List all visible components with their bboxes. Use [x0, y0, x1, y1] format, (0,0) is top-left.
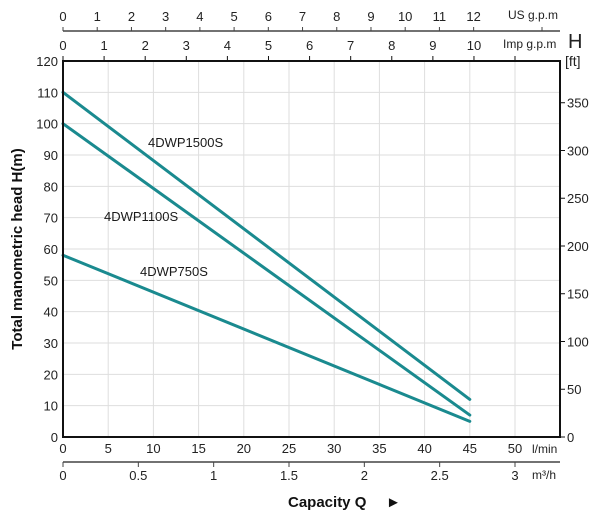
- y-tick-label: 10: [44, 399, 58, 414]
- imp-gpm-tick-label: 8: [388, 38, 395, 53]
- x-tick-label: 45: [463, 441, 477, 456]
- x-tick-label: 10: [146, 441, 160, 456]
- right-axis-unit: [ft]: [565, 53, 581, 69]
- right-tick-label: 0: [567, 430, 574, 445]
- y-tick-label: 40: [44, 305, 58, 320]
- us-gpm-tick-label: 11: [433, 9, 447, 24]
- us-gpm-tick-label: 8: [333, 9, 340, 24]
- m3h-tick-label: 0.5: [129, 468, 147, 483]
- us-gpm-tick-label: 6: [265, 9, 272, 24]
- right-axis-title: H: [568, 31, 582, 53]
- imp-gpm-tick-label: 1: [100, 38, 107, 53]
- series-label-4dwp750s: 4DWP750S: [140, 264, 208, 279]
- m3h-tick-label: 2.5: [431, 468, 449, 483]
- right-tick-label: 350: [567, 96, 589, 111]
- series-line-4dwp1500s: [61, 90, 472, 401]
- m3h-tick-label: 2: [361, 468, 368, 483]
- imp-gpm-tick-label: 9: [429, 38, 436, 53]
- x-tick-label: 0: [59, 441, 66, 456]
- y-tick-label: 70: [44, 211, 58, 226]
- us-gpm-tick-label: 2: [128, 9, 135, 24]
- x-axis-title: Capacity Q: [288, 494, 367, 511]
- x-tick-label: 25: [282, 441, 296, 456]
- y-tick-label: 80: [44, 179, 58, 194]
- x-tick-label: 20: [237, 441, 251, 456]
- us-gpm-tick-label: 9: [367, 9, 374, 24]
- right-tick-label: 250: [567, 191, 589, 206]
- grid: [63, 61, 560, 437]
- x-tick-label: 15: [191, 441, 205, 456]
- right-tick-label: 100: [567, 334, 589, 349]
- m3h-tick-label: 1: [210, 468, 217, 483]
- m3h-tick-label: 0: [59, 468, 66, 483]
- x-unit-m3h: m³/h: [532, 468, 556, 482]
- y-tick-label: 60: [44, 242, 58, 257]
- y-tick-label: 50: [44, 273, 58, 288]
- imp-gpm-tick-label: 2: [142, 38, 149, 53]
- plot-frame: [62, 60, 561, 438]
- y-tick-label: 110: [37, 85, 58, 100]
- us-gpm-tick-label: 10: [398, 9, 412, 24]
- imp-gpm-tick-label: 10: [467, 38, 481, 53]
- y-tick-label: 90: [44, 148, 58, 163]
- right-tick-label: 300: [567, 143, 589, 158]
- m3h-tick-label: 3: [511, 468, 518, 483]
- x-tick-label: 35: [372, 441, 386, 456]
- x-axis-arrow-icon: ►: [386, 494, 401, 511]
- right-tick-label: 50: [567, 382, 581, 397]
- x-tick-label: 40: [417, 441, 431, 456]
- plot-border: [62, 60, 561, 438]
- us-gpm-tick-label: 1: [94, 9, 101, 24]
- imp-gpm-tick-label: 3: [183, 38, 190, 53]
- m3h-tick-label: 1.5: [280, 468, 298, 483]
- imp-gpm-tick-label: 4: [224, 38, 231, 53]
- us-gpm-tick-label: 5: [230, 9, 237, 24]
- us-gpm-tick-label: 12: [466, 9, 480, 24]
- imp-gpm-tick-label: 6: [306, 38, 313, 53]
- us-gpm-tick-label: 7: [299, 9, 306, 24]
- y-tick-label: 0: [51, 430, 58, 445]
- us-gpm-tick-label: 4: [196, 9, 203, 24]
- right-tick-label: 200: [567, 239, 589, 254]
- axes: 0102030405060708090100110120050100150200…: [36, 9, 588, 483]
- top-imp-gpm-unit: Imp g.p.m: [503, 37, 556, 51]
- us-gpm-tick-label: 3: [162, 9, 169, 24]
- series-label-4dwp1100s: 4DWP1100S: [104, 209, 179, 224]
- imp-gpm-tick-label: 7: [347, 38, 354, 53]
- us-gpm-tick-label: 0: [59, 9, 66, 24]
- y-axis-title: Total manometric head H(m): [9, 148, 26, 349]
- x-tick-label: 5: [105, 441, 112, 456]
- y-tick-label: 30: [44, 336, 58, 351]
- imp-gpm-tick-label: 0: [59, 38, 66, 53]
- series-line-4dwp750s: [61, 253, 472, 423]
- y-tick-label: 20: [44, 367, 58, 382]
- right-tick-label: 150: [567, 287, 589, 302]
- y-tick-label: 100: [36, 117, 58, 132]
- series-line-4dwp1100s: [61, 122, 472, 417]
- x-unit-lmin: l/min: [532, 442, 557, 456]
- y-tick-label: 120: [36, 54, 58, 69]
- imp-gpm-tick-label: 5: [265, 38, 272, 53]
- top-us-gpm-unit: US g.p.m: [508, 8, 558, 22]
- x-tick-label: 30: [327, 441, 341, 456]
- series-label-4dwp1500s: 4DWP1500S: [148, 135, 223, 150]
- x-tick-label: 50: [508, 441, 522, 456]
- series-lines: [61, 90, 472, 423]
